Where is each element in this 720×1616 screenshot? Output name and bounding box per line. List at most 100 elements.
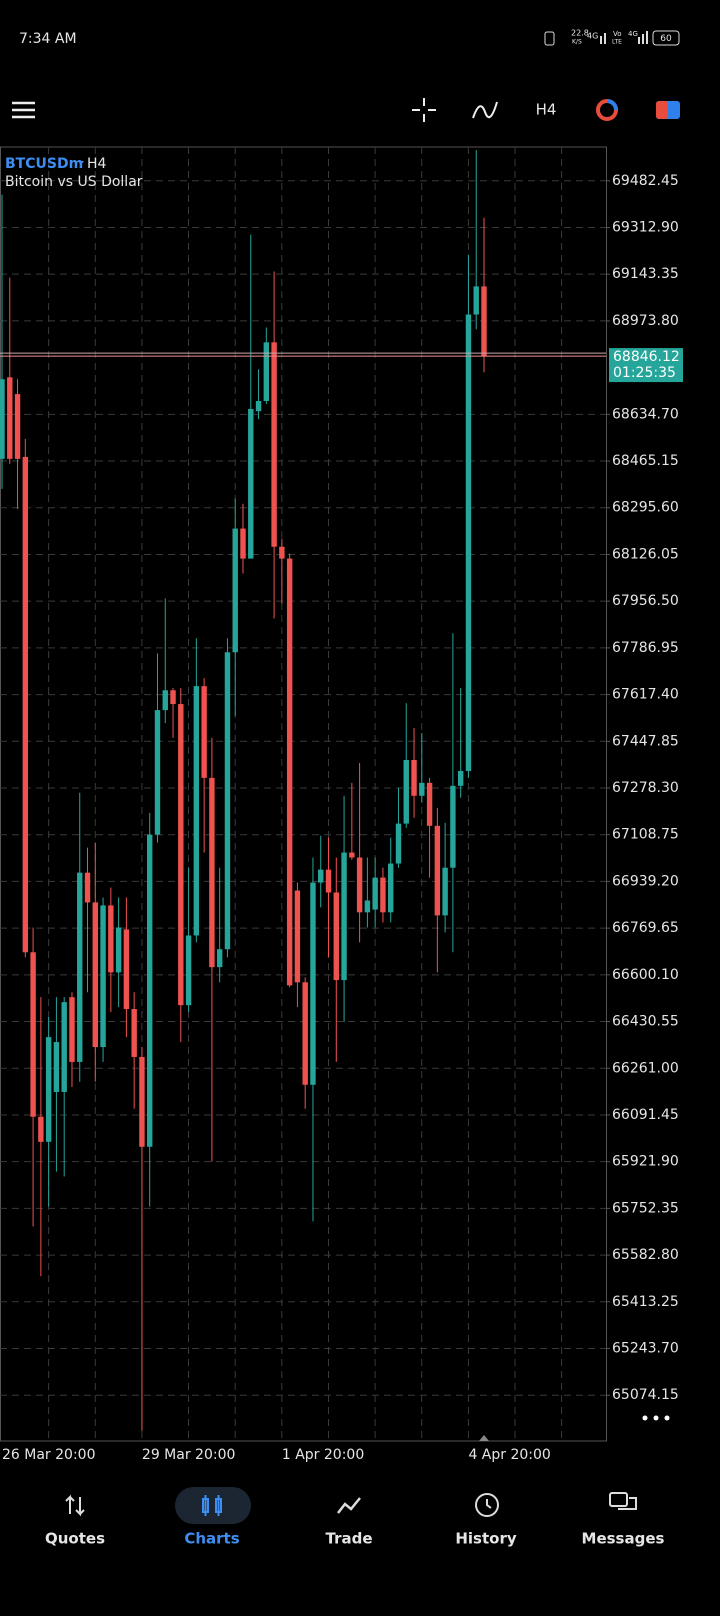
trade-button[interactable] xyxy=(656,101,680,119)
y-tick-label: 67617.40 xyxy=(612,687,679,703)
candle-body xyxy=(473,286,479,315)
candle-body xyxy=(263,342,270,402)
battery-level: 60 xyxy=(660,34,672,44)
y-tick-label: 66769.65 xyxy=(612,920,679,936)
candle-body xyxy=(240,528,246,559)
candle-body xyxy=(426,782,433,826)
status-time: 7:34 AM xyxy=(19,31,77,47)
x-tick-label: 26 Mar 20:00 xyxy=(2,1447,95,1463)
candle-body xyxy=(419,782,425,796)
candle-body xyxy=(403,759,409,824)
quotes-icon[interactable] xyxy=(65,1494,85,1517)
candle-body xyxy=(442,867,448,916)
x-tick-label: 29 Mar 20:00 xyxy=(142,1447,235,1463)
y-tick-label: 66261.00 xyxy=(612,1060,679,1076)
messages-icon[interactable] xyxy=(609,1492,637,1510)
candle-body xyxy=(310,882,316,1085)
candle-body xyxy=(53,1042,60,1092)
candle-body xyxy=(178,704,184,1006)
y-tick-label: 67786.95 xyxy=(612,640,679,656)
candle-body xyxy=(147,834,153,1147)
plot-area xyxy=(0,150,606,1431)
candle-body xyxy=(395,823,402,864)
candle-body xyxy=(170,690,176,705)
nav-label[interactable]: History xyxy=(455,1530,516,1548)
indicators-button[interactable] xyxy=(472,101,498,119)
symbol-title[interactable]: BTCUSDm xyxy=(5,156,83,172)
candle-body xyxy=(364,900,371,913)
candle-body xyxy=(279,546,285,559)
status-speed: 22.8 xyxy=(571,29,589,38)
nav-label[interactable]: Quotes xyxy=(45,1530,105,1548)
nav-label[interactable]: Trade xyxy=(325,1530,372,1548)
candle-body xyxy=(481,286,487,357)
history-icon[interactable] xyxy=(475,1493,499,1517)
menu-button[interactable] xyxy=(12,101,35,119)
candle-body xyxy=(232,528,238,653)
chart-timeframe: H4 xyxy=(87,156,107,172)
nav-label[interactable]: Charts xyxy=(184,1530,239,1548)
vibrate-icon xyxy=(544,31,555,46)
more-button[interactable] xyxy=(642,1415,670,1421)
candle-body xyxy=(108,905,114,973)
trade-icon[interactable] xyxy=(337,1497,361,1514)
crosshair-button[interactable] xyxy=(412,98,436,122)
candle-body xyxy=(14,394,21,459)
candle-body xyxy=(115,927,122,973)
x-tick-label: 4 Apr 20:00 xyxy=(468,1447,550,1463)
status-volte: Vo xyxy=(613,30,622,38)
charts-icon[interactable] xyxy=(202,1495,222,1516)
candle-body xyxy=(372,877,378,910)
status-network: 4G xyxy=(587,32,598,41)
candle-body xyxy=(30,952,36,1117)
candle-body xyxy=(294,890,301,983)
y-tick-label: 68973.80 xyxy=(612,313,679,329)
candle-body xyxy=(131,1009,137,1057)
candle-body xyxy=(325,869,332,893)
candle-body xyxy=(7,377,13,459)
y-tick-label: 66430.55 xyxy=(612,1014,679,1030)
y-tick-label: 69143.35 xyxy=(612,266,679,282)
timeframe-button[interactable]: H4 xyxy=(536,101,557,119)
candle-body xyxy=(450,785,456,868)
y-tick-label: 65921.90 xyxy=(612,1154,679,1170)
status-volte-sub: LTE xyxy=(612,39,622,46)
status-speed-unit: K/S xyxy=(572,39,582,46)
y-tick-label: 65413.25 xyxy=(612,1294,679,1310)
active-tab-pill xyxy=(175,1487,251,1524)
candle-body xyxy=(434,825,441,916)
y-tick-label: 69482.45 xyxy=(612,173,679,189)
y-tick-label: 68126.05 xyxy=(612,546,679,562)
y-tick-label: 66091.45 xyxy=(612,1107,679,1123)
objects-button[interactable] xyxy=(596,99,618,121)
x-tick-label: 1 Apr 20:00 xyxy=(282,1447,364,1463)
candle-body xyxy=(77,872,83,1062)
nav-label[interactable]: Messages xyxy=(582,1530,665,1548)
candle-body xyxy=(61,1002,67,1092)
candle-body xyxy=(69,997,75,1062)
candle-body xyxy=(0,379,5,459)
candle-body xyxy=(45,1037,52,1142)
signal-icon xyxy=(600,36,602,44)
candle-body xyxy=(356,857,363,913)
candle-body xyxy=(22,456,29,953)
candle-body xyxy=(193,686,200,936)
candle-body xyxy=(224,652,231,950)
candle-body xyxy=(271,342,277,547)
countdown-label: 01:25:35 xyxy=(613,365,676,381)
candle-body xyxy=(100,905,106,1048)
candle-body xyxy=(349,852,355,858)
candle-body xyxy=(216,949,223,968)
candle-body xyxy=(286,558,293,986)
candle-body xyxy=(318,869,324,883)
candle-body xyxy=(255,401,262,412)
scroll-marker xyxy=(479,1435,489,1441)
candle-body xyxy=(465,314,472,771)
symbol-dropdown[interactable] xyxy=(78,161,84,165)
y-tick-label: 65582.80 xyxy=(612,1247,679,1263)
y-tick-label: 67108.75 xyxy=(612,827,679,843)
candle-body xyxy=(123,929,130,1010)
status-network2: 4G xyxy=(628,30,638,38)
chart-frame xyxy=(0,146,607,1442)
